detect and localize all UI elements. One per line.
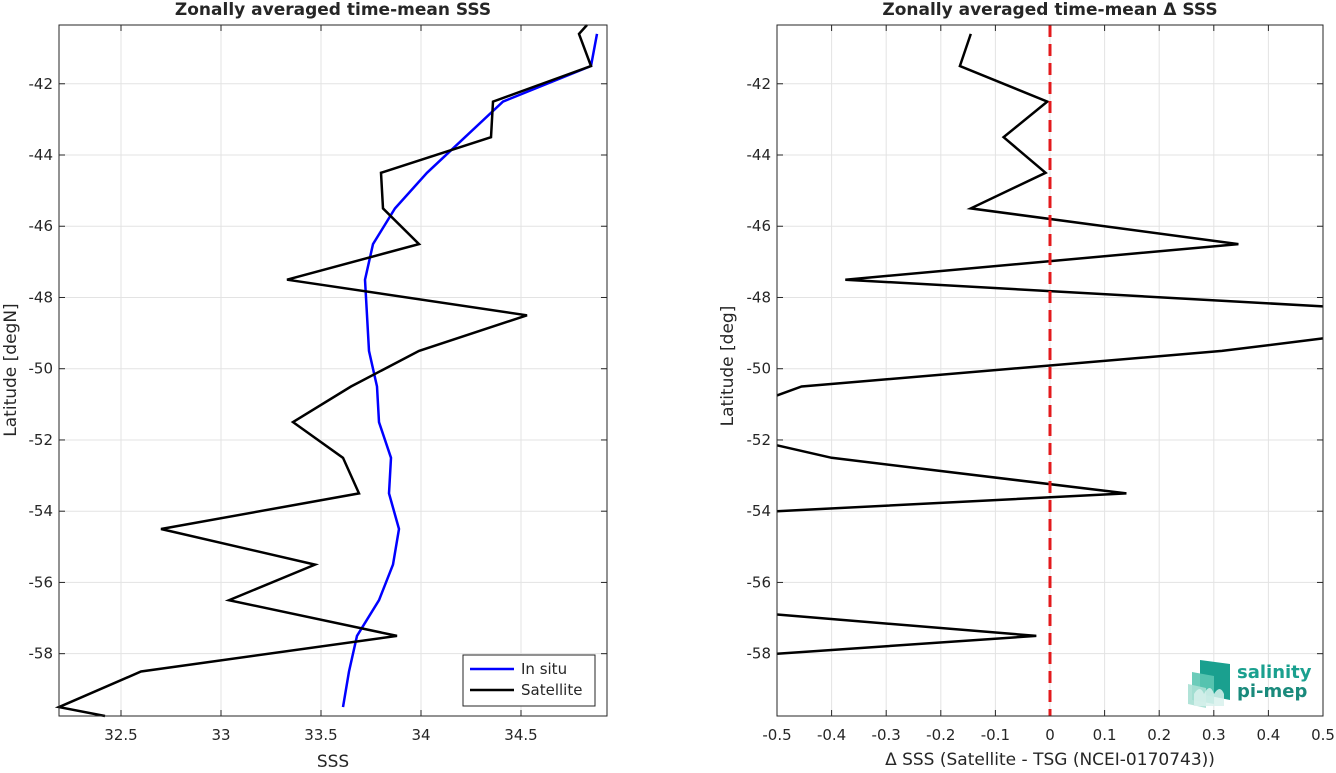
right-y-tick-label: -44 [747, 146, 772, 164]
left-series-lines [54, 24, 599, 718]
left-chart-title: Zonally averaged time-mean SSS [175, 0, 491, 20]
left-y-tick-label: -56 [29, 573, 54, 591]
left-y-tick-label: -48 [29, 288, 54, 306]
legend-label-satellite: Satellite [521, 681, 582, 699]
right-y-axis-label: Latitude [deg] [718, 306, 738, 427]
left-y-axis-label: Latitude [degN] [1, 303, 21, 436]
right-tick-labels: -0.5 -0.4 -0.3 -0.2 -0.1 0 0.1 0.2 0.3 0.4 0.5 -58 -… [747, 75, 1335, 744]
logo-text-salinity: salinity [1237, 662, 1312, 683]
right-delta-sss-series-line [776, 613, 1037, 655]
right-delta-sss-series-line [776, 444, 1127, 513]
logo-mark-icon [1188, 660, 1230, 708]
right-x-tick-label: 0.1 [1093, 726, 1117, 744]
right-delta-sss-series-line [776, 337, 1324, 397]
left-x-tick-label: 32.5 [104, 726, 137, 744]
right-x-tick-label: -0.3 [872, 726, 901, 744]
left-x-tick-label: 33.5 [304, 726, 337, 744]
right-y-tick-label: -46 [747, 217, 772, 235]
left-x-axis-label: SSS [317, 752, 349, 769]
right-y-tick-label: -58 [747, 645, 772, 663]
right-y-tick-label: -52 [747, 431, 772, 449]
left-plot-area [59, 25, 607, 716]
left-x-tick-label: 34.5 [504, 726, 537, 744]
left-y-tick-label: -58 [29, 645, 54, 663]
right-x-tick-label: -0.2 [926, 726, 955, 744]
salinity-pi-mep-logo: salinity pi-mep [1188, 660, 1312, 708]
left-axes-box [58, 24, 608, 717]
right-x-tick-label: 0.4 [1256, 726, 1280, 744]
legend-label-in-situ: In situ [521, 660, 567, 678]
logo-text-pi-mep: pi-mep [1237, 681, 1307, 702]
right-x-tick-label: 0.2 [1147, 726, 1171, 744]
legend-box [462, 654, 596, 707]
right-delta-sss-series-line [845, 33, 1324, 308]
legend: In situ Satellite [462, 654, 596, 707]
right-y-tick-label: -42 [747, 75, 772, 93]
left-satellite-series-line [54, 24, 593, 718]
left-x-tick-label: 34 [411, 726, 430, 744]
right-y-tick-label: -56 [747, 573, 772, 591]
left-y-tick-label: -54 [29, 502, 54, 520]
left-chart-panel: 32.5 33 33.5 34 34.5 -58 -56 -54 -52 -50 -48 -46 -44… [1, 0, 608, 772]
right-x-tick-label: -0.5 [762, 726, 791, 744]
right-y-tick-label: -50 [747, 360, 772, 378]
right-chart-panel: -0.5 -0.4 -0.3 -0.2 -0.1 0 0.1 0.2 0.3 0.4 0.5 -58 -… [718, 0, 1335, 770]
left-x-tick-label: 33 [211, 726, 230, 744]
right-chart-title: Zonally averaged time-mean Δ SSS [882, 0, 1217, 20]
right-y-tick-label: -48 [747, 288, 772, 306]
right-series-lines [776, 33, 1324, 655]
left-y-tick-label: -52 [29, 431, 54, 449]
right-x-tick-label: 0.5 [1311, 726, 1335, 744]
left-y-tick-label: -50 [29, 360, 54, 378]
right-x-tick-label: 0.3 [1202, 726, 1226, 744]
right-x-tick-label: -0.1 [981, 726, 1010, 744]
left-tick-labels: 32.5 33 33.5 34 34.5 -58 -56 -54 -52 -50 -48 -46 -44… [29, 75, 538, 744]
right-x-tick-label: -0.4 [817, 726, 846, 744]
left-y-tick-label: -44 [29, 146, 54, 164]
left-grid [59, 25, 607, 716]
right-axes-box [776, 24, 1324, 717]
right-x-tick-label: 0 [1045, 726, 1055, 744]
left-y-tick-label: -46 [29, 217, 54, 235]
right-x-axis-label: Δ SSS (Satellite - TSG (NCEI-0170743)) [885, 750, 1215, 769]
left-in-situ-series-line [341, 33, 599, 708]
right-y-tick-label: -54 [747, 502, 772, 520]
left-y-tick-label: -42 [29, 75, 54, 93]
